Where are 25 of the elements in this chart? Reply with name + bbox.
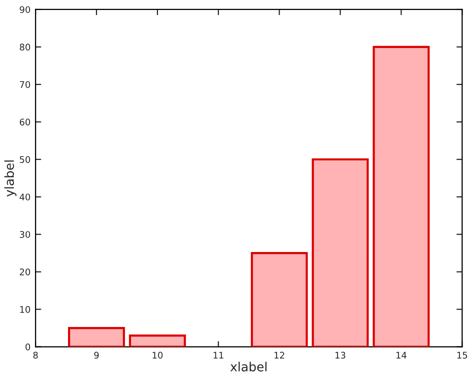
x-tick-label: 12 [274, 352, 284, 359]
y-tick-label: 30 [20, 231, 30, 238]
bar [68, 327, 125, 347]
y-tick-label: 60 [20, 118, 30, 126]
y-tick-label: 40 [20, 194, 30, 200]
y-tick-label: 70 [20, 81, 30, 88]
bar [372, 46, 430, 347]
x-tick-label: 9 [94, 352, 99, 359]
y-axis-title: ylabel [4, 160, 16, 197]
y-tick-label: 80 [20, 44, 30, 51]
x-tick-label: 11 [214, 352, 224, 359]
y-tick-label: 50 [20, 156, 30, 163]
x-tick-label: 10 [152, 352, 163, 359]
y-tick-label: 90 [20, 6, 30, 14]
bar [128, 334, 186, 347]
x-tick-label: 13 [336, 352, 346, 359]
bar [312, 158, 369, 347]
x-tick-label: 8 [33, 352, 38, 359]
x-tick-label: 15 [457, 352, 468, 359]
x-tick-label: 14 [396, 352, 406, 359]
y-tick-label: 0 [26, 344, 30, 350]
x-axis-title: xlabel [230, 362, 266, 372]
y-tick-label: 20 [20, 268, 30, 276]
bar [250, 252, 308, 347]
y-tick-label: 10 [20, 306, 30, 313]
